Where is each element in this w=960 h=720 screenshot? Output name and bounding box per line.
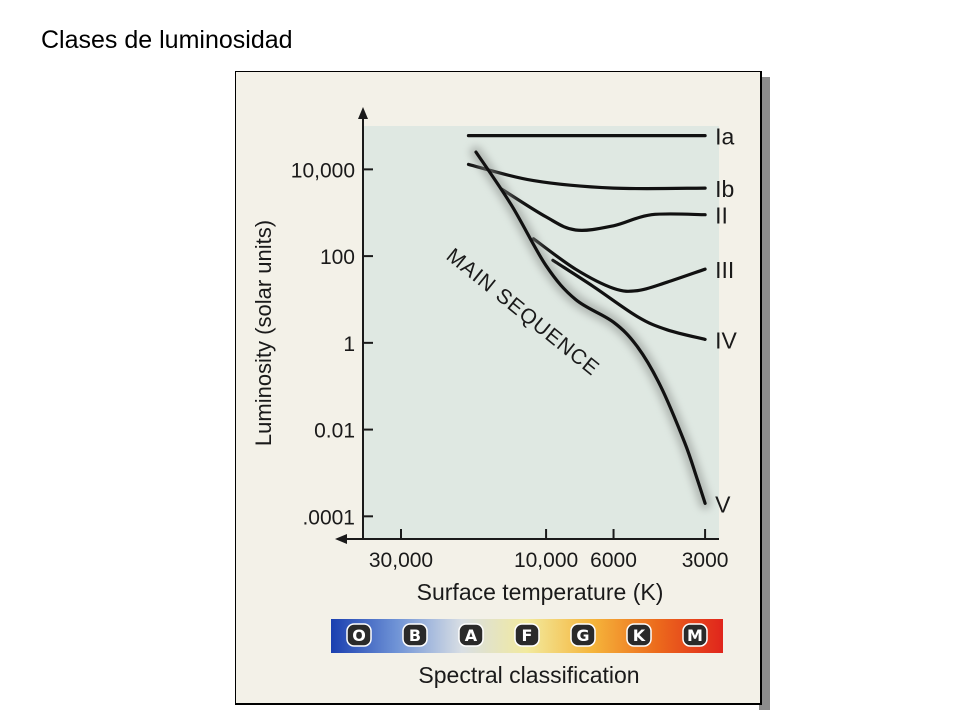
- spectral-class-label: O: [352, 626, 366, 645]
- y-axis-label: Luminosity (solar units): [251, 220, 276, 446]
- x-axis-label: Surface temperature (K): [417, 579, 664, 605]
- luminosity-class-curve-v: [474, 150, 707, 505]
- curves-layer: [466, 134, 712, 510]
- series-label-ib: Ib: [715, 176, 734, 202]
- spectral-class-badge: [682, 623, 708, 647]
- frame-shadow: [759, 77, 770, 710]
- series-label-v: V: [715, 491, 731, 517]
- spectral-class-badge: [346, 623, 372, 647]
- plot-background: [363, 126, 719, 539]
- x-tick-label: 3000: [682, 549, 729, 572]
- spectral-class-badge: [570, 623, 596, 647]
- spectral-class-label: G: [576, 626, 589, 645]
- y-tick-label: 0.01: [314, 420, 355, 443]
- spectral-class-badge: [458, 623, 484, 647]
- x-tick-label: 6000: [590, 549, 637, 572]
- x-tick-label: 30,000: [369, 549, 433, 572]
- y-tick-label: 100: [320, 246, 355, 269]
- y-tick-label: 10,000: [291, 159, 355, 182]
- series-label-ia: Ia: [715, 124, 734, 150]
- page-title: Clases de luminosidad: [41, 26, 293, 54]
- spectral-class-label: M: [687, 626, 703, 645]
- y-tick-label: .0001: [302, 506, 355, 529]
- spectral-classification-title: Spectral classification: [418, 662, 639, 688]
- spectral-class-badge: [626, 623, 652, 647]
- x-tick-label: 10,000: [514, 549, 578, 572]
- spectral-class-label: B: [409, 626, 421, 645]
- y-tick-label: 1: [343, 333, 355, 356]
- x-axis-arrow: [335, 534, 347, 544]
- spectral-class-badge: [514, 623, 540, 647]
- luminosity-class-curve-ib: [466, 162, 707, 191]
- ticks-layer: 10,000 100 1 0.01 .0001 30,000 10,000 6000 3000: [291, 159, 729, 572]
- spectral-class-label: K: [633, 626, 646, 645]
- spectral-class-label: A: [465, 626, 478, 645]
- y-axis-arrow: [358, 107, 368, 119]
- hr-diagram: Luminosity (solar units) Surface tempera…: [235, 71, 770, 710]
- series-label-iv: IV: [715, 327, 737, 353]
- spectral-class-badge: [402, 623, 428, 647]
- series-label-iii: III: [715, 257, 734, 283]
- spectral-class-label: F: [522, 626, 533, 645]
- luminosity-class-curve-ii: [500, 187, 707, 232]
- luminosity-class-curve-iii: [531, 237, 707, 293]
- series-label-ii: II: [715, 203, 728, 229]
- figure-frame: Luminosity (solar units) Surface tempera…: [235, 71, 770, 711]
- luminosity-class-curve-iv: [551, 258, 707, 341]
